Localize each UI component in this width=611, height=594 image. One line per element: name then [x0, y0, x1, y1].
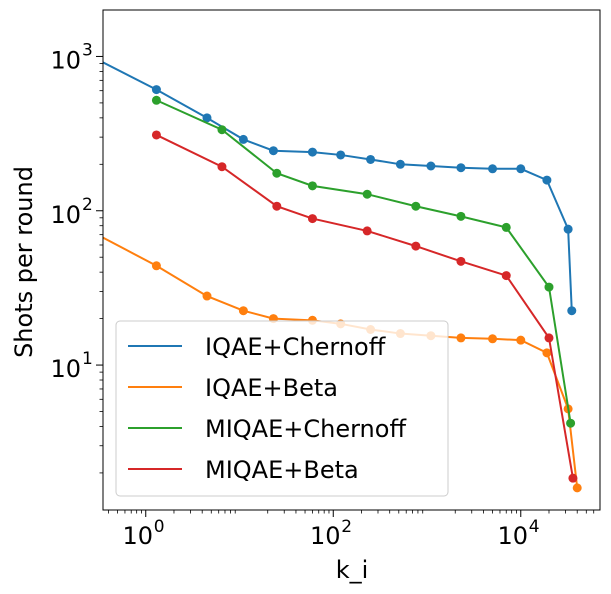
- series-1-point-2: [202, 291, 212, 301]
- legend-label-2: MIQAE+Chernoff: [205, 415, 406, 443]
- series-0-point-2: [202, 113, 212, 123]
- series-1-point-10: [456, 333, 466, 343]
- series-2-point-3: [307, 181, 317, 191]
- series-0-point-15: [567, 306, 577, 316]
- series-0-point-7: [366, 154, 376, 164]
- series-2-point-4: [362, 189, 372, 199]
- y-tick-exponent-0: 1: [82, 349, 93, 369]
- series-3-point-4: [362, 226, 372, 236]
- series-line-0: [103, 61, 573, 311]
- series-3-point-0: [151, 130, 161, 140]
- legend: IQAE+Chernoff IQAE+Beta MIQAE+Chernoff MIQA…: [115, 320, 449, 497]
- y-tick-exponent-1: 2: [82, 195, 93, 215]
- series-0-point-13: [542, 175, 552, 185]
- x-tick-exponent-2: 4: [529, 517, 540, 537]
- series-3-point-7: [501, 271, 511, 281]
- series-3-point-3: [307, 214, 317, 224]
- y-tick-label-0: 10: [50, 355, 81, 383]
- x-axis-label: k_i: [336, 556, 369, 584]
- series-2-point-2: [272, 168, 282, 178]
- series-2-point-1: [217, 125, 227, 135]
- y-tick-exponent-2: 3: [82, 40, 93, 60]
- series-3-point-5: [411, 241, 421, 251]
- series-2-point-7: [501, 222, 511, 232]
- plot-frame: [102, 9, 601, 511]
- series-1-point-12: [516, 335, 526, 345]
- series-2-point-0: [151, 95, 161, 105]
- series-0-point-14: [563, 224, 573, 234]
- series-3-point-8: [544, 333, 554, 343]
- legend-box: [115, 320, 449, 497]
- series-0-point-10: [456, 163, 466, 173]
- legend-label-0: IQAE+Chernoff: [205, 333, 386, 361]
- series-0-point-12: [516, 164, 526, 174]
- series-2-point-9: [566, 418, 576, 428]
- series-0-point-9: [426, 161, 436, 171]
- series-0-point-0: [47, 32, 56, 41]
- x-tick-exponent-1: 2: [341, 517, 352, 537]
- series-3-point-9: [568, 473, 578, 483]
- x-tick-label-2: 10: [497, 522, 528, 550]
- series-1-point-11: [488, 334, 498, 344]
- series-0-point-8: [395, 159, 405, 169]
- series-1-point-13: [542, 348, 552, 358]
- series-0-point-5: [307, 147, 317, 157]
- x-tick-label-1: 10: [310, 522, 341, 550]
- series-1-point-3: [238, 306, 248, 316]
- series-0-point-1: [151, 85, 161, 95]
- x-tick-exponent-0: 0: [154, 517, 165, 537]
- series-3-point-1: [217, 162, 227, 172]
- series-1-point-15: [572, 483, 582, 493]
- series-3-point-6: [456, 256, 466, 266]
- y-axis-label: Shots per round: [10, 166, 38, 358]
- y-tick-label-2: 10: [50, 46, 81, 74]
- series-line-3: [155, 134, 574, 479]
- series-2-point-8: [544, 282, 554, 292]
- series-2-point-6: [456, 211, 466, 221]
- series-1-point-1: [151, 261, 161, 271]
- y-tick-label-1: 10: [50, 201, 81, 229]
- series-0-point-6: [336, 150, 346, 160]
- series-0-point-11: [488, 164, 498, 174]
- legend-label-1: IQAE+Beta: [205, 374, 338, 402]
- axes-layer: 10 0 10 2 10 410 110 210 3: [50, 9, 601, 550]
- series-3-point-2: [272, 201, 282, 211]
- x-tick-label-0: 10: [122, 522, 153, 550]
- series-2-point-5: [411, 201, 421, 211]
- legend-label-3: MIQAE+Beta: [205, 456, 359, 484]
- series-line-2: [156, 99, 572, 424]
- series-0-point-4: [268, 146, 278, 156]
- series-0-point-3: [238, 134, 248, 144]
